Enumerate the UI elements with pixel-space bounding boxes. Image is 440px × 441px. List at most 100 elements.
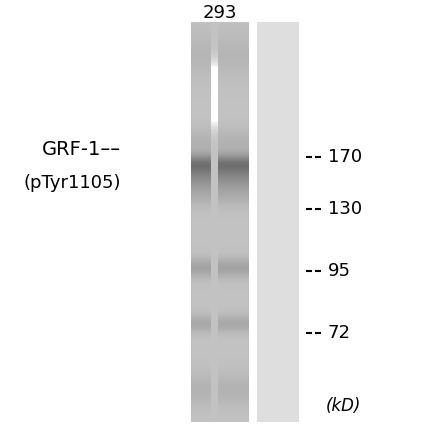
Bar bbox=[191, 312, 249, 313]
Bar bbox=[191, 220, 249, 221]
Bar bbox=[191, 272, 249, 273]
Bar bbox=[191, 357, 249, 358]
Bar bbox=[257, 63, 299, 64]
Bar bbox=[212, 237, 218, 238]
Bar bbox=[212, 269, 218, 270]
Bar bbox=[191, 247, 249, 248]
Bar bbox=[191, 323, 249, 324]
Bar bbox=[191, 198, 249, 199]
Bar bbox=[191, 308, 249, 309]
Bar bbox=[257, 352, 299, 353]
Bar bbox=[257, 23, 299, 24]
Bar bbox=[212, 26, 218, 27]
Bar bbox=[257, 235, 299, 236]
Bar bbox=[191, 191, 249, 192]
Bar bbox=[257, 199, 299, 200]
Bar bbox=[212, 218, 218, 220]
Bar bbox=[191, 362, 249, 363]
Bar bbox=[212, 303, 218, 304]
Bar bbox=[212, 365, 218, 366]
Bar bbox=[257, 388, 299, 389]
Bar bbox=[191, 285, 249, 286]
Bar bbox=[191, 386, 249, 387]
Bar bbox=[212, 71, 218, 73]
Bar bbox=[191, 148, 249, 149]
Bar bbox=[212, 94, 218, 95]
Bar bbox=[257, 399, 299, 400]
Bar bbox=[257, 268, 299, 269]
Bar bbox=[257, 355, 299, 356]
Bar bbox=[257, 312, 299, 313]
Bar bbox=[191, 238, 249, 239]
Bar bbox=[191, 277, 249, 278]
Bar bbox=[212, 165, 218, 166]
Bar bbox=[257, 252, 299, 253]
Bar bbox=[191, 352, 249, 353]
Bar bbox=[257, 132, 299, 133]
Bar bbox=[191, 39, 249, 40]
Bar bbox=[191, 83, 249, 84]
Bar bbox=[191, 119, 249, 120]
Bar bbox=[191, 111, 249, 112]
Bar bbox=[257, 267, 299, 268]
Bar bbox=[212, 265, 218, 266]
Bar bbox=[191, 146, 249, 147]
Bar bbox=[257, 208, 299, 209]
Bar bbox=[257, 239, 299, 240]
Bar bbox=[191, 188, 249, 189]
Bar bbox=[257, 65, 299, 66]
Bar bbox=[191, 108, 249, 109]
Bar bbox=[257, 273, 299, 274]
Bar bbox=[257, 294, 299, 295]
Bar bbox=[191, 251, 249, 252]
Bar bbox=[257, 170, 299, 171]
Bar bbox=[191, 153, 249, 154]
Bar bbox=[191, 93, 249, 94]
Bar bbox=[257, 139, 299, 140]
Bar bbox=[212, 152, 218, 153]
Bar bbox=[212, 202, 218, 204]
Bar bbox=[257, 74, 299, 75]
Bar bbox=[191, 368, 249, 369]
Bar bbox=[212, 243, 218, 245]
Bar bbox=[212, 373, 218, 374]
Bar bbox=[212, 126, 218, 127]
Bar bbox=[257, 367, 299, 368]
Text: 130: 130 bbox=[328, 201, 362, 218]
Bar bbox=[212, 220, 218, 221]
Bar bbox=[191, 58, 249, 59]
Bar bbox=[191, 349, 249, 350]
Bar bbox=[257, 155, 299, 156]
Bar bbox=[191, 341, 249, 342]
Bar bbox=[191, 192, 249, 193]
Bar bbox=[191, 322, 249, 323]
Bar bbox=[257, 246, 299, 247]
Bar bbox=[191, 130, 249, 131]
Bar bbox=[257, 382, 299, 383]
Bar bbox=[212, 214, 218, 216]
Bar bbox=[257, 64, 299, 65]
Bar bbox=[212, 33, 218, 34]
Bar bbox=[212, 234, 218, 235]
Bar bbox=[257, 296, 299, 297]
Bar bbox=[212, 297, 218, 299]
Bar bbox=[191, 275, 249, 276]
Bar bbox=[257, 136, 299, 137]
Bar bbox=[212, 114, 218, 116]
Bar bbox=[257, 91, 299, 92]
Bar bbox=[257, 97, 299, 98]
Bar bbox=[257, 126, 299, 127]
Bar bbox=[191, 135, 249, 136]
Bar bbox=[257, 137, 299, 138]
Bar bbox=[191, 304, 249, 305]
Bar bbox=[257, 84, 299, 85]
Bar bbox=[257, 159, 299, 160]
Bar bbox=[212, 293, 218, 294]
Bar bbox=[257, 98, 299, 99]
Bar bbox=[257, 313, 299, 314]
Bar bbox=[257, 195, 299, 196]
Bar bbox=[191, 271, 249, 272]
Bar bbox=[191, 46, 249, 47]
Bar bbox=[212, 161, 218, 162]
Bar bbox=[191, 134, 249, 135]
